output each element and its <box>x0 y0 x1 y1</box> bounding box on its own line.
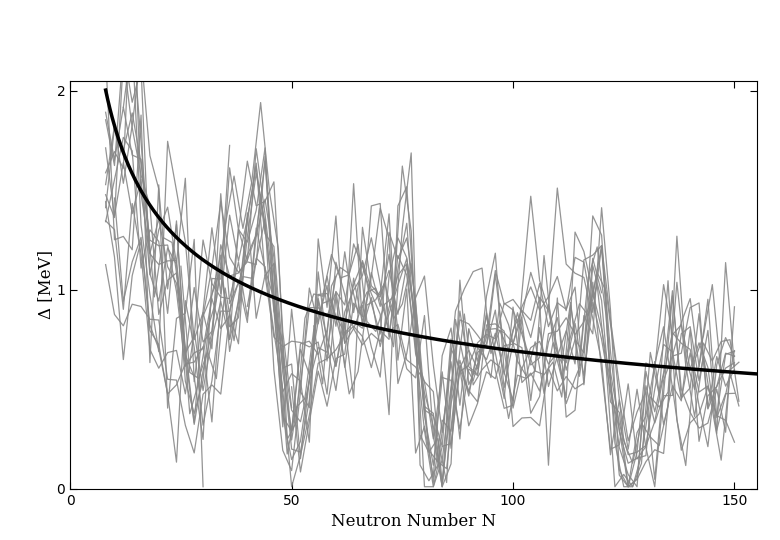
X-axis label: Neutron Number N: Neutron Number N <box>331 513 496 530</box>
Text: Shell structure in nuclear pairing gap: Shell structure in nuclear pairing gap <box>112 18 668 44</box>
Y-axis label: Δ [MeV]: Δ [MeV] <box>37 251 54 319</box>
